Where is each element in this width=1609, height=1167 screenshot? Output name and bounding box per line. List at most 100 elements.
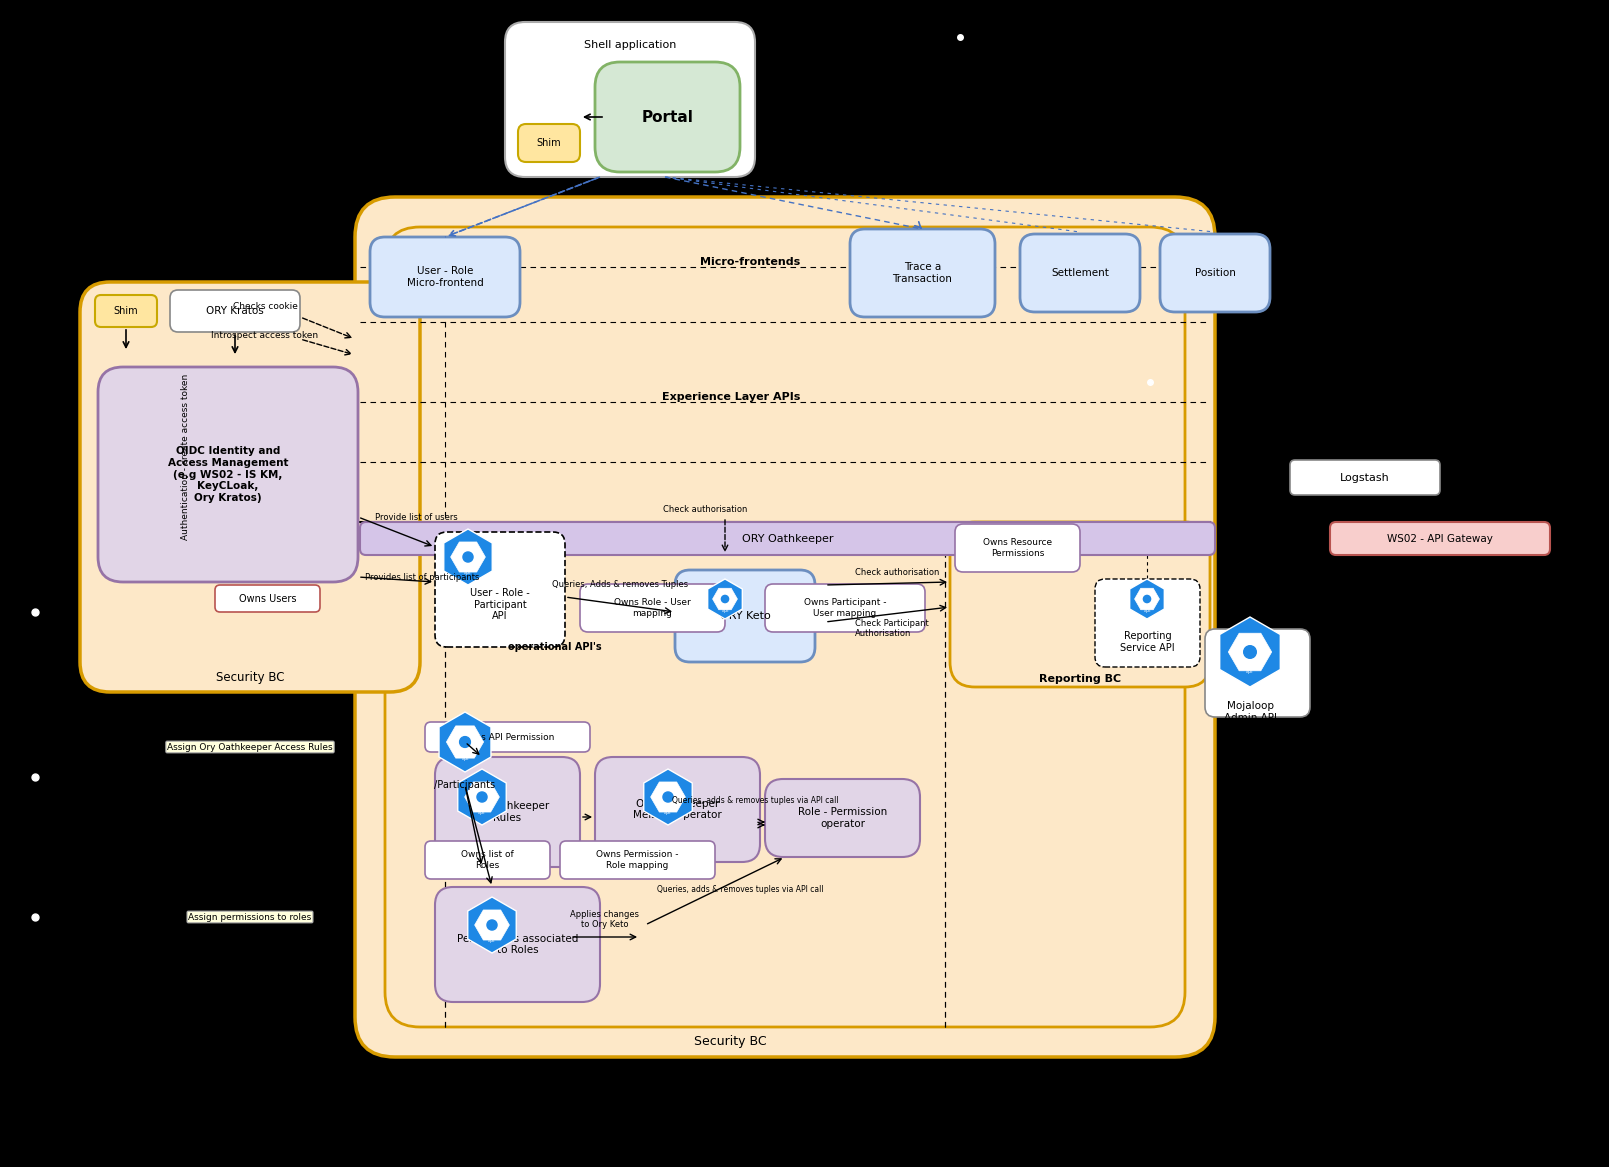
Text: Shim: Shim bbox=[537, 138, 562, 148]
Text: Portal: Portal bbox=[642, 110, 693, 125]
FancyBboxPatch shape bbox=[764, 584, 925, 633]
Text: Reporting BC: Reporting BC bbox=[1039, 675, 1121, 684]
FancyBboxPatch shape bbox=[764, 780, 920, 857]
FancyBboxPatch shape bbox=[356, 197, 1215, 1057]
Text: Applies changes
to Ory Keto: Applies changes to Ory Keto bbox=[571, 909, 639, 929]
FancyBboxPatch shape bbox=[505, 22, 755, 177]
FancyBboxPatch shape bbox=[95, 295, 158, 327]
Text: Owns list of
Roles: Owns list of Roles bbox=[462, 851, 513, 869]
Circle shape bbox=[476, 792, 488, 802]
Text: Provides list of participants: Provides list of participants bbox=[365, 573, 479, 582]
Text: Logstash: Logstash bbox=[1340, 473, 1390, 482]
FancyBboxPatch shape bbox=[425, 841, 550, 879]
Polygon shape bbox=[644, 769, 692, 825]
Polygon shape bbox=[1134, 588, 1160, 609]
Polygon shape bbox=[468, 897, 516, 953]
Text: api: api bbox=[462, 756, 468, 761]
Polygon shape bbox=[1220, 617, 1281, 687]
Polygon shape bbox=[446, 726, 484, 759]
Text: Check Participant
Authorisation: Check Participant Authorisation bbox=[854, 619, 928, 638]
FancyBboxPatch shape bbox=[1290, 460, 1440, 495]
FancyBboxPatch shape bbox=[434, 887, 600, 1002]
Circle shape bbox=[463, 552, 473, 562]
FancyBboxPatch shape bbox=[425, 722, 591, 752]
Text: api: api bbox=[465, 569, 471, 575]
Polygon shape bbox=[465, 782, 499, 812]
Text: WS02 - API Gateway: WS02 - API Gateway bbox=[1387, 533, 1493, 544]
FancyBboxPatch shape bbox=[1020, 235, 1141, 312]
Text: Queries, Adds & removes Tuples: Queries, Adds & removes Tuples bbox=[552, 580, 689, 589]
Text: api: api bbox=[1247, 669, 1253, 673]
FancyBboxPatch shape bbox=[595, 757, 759, 862]
FancyBboxPatch shape bbox=[434, 532, 565, 647]
Text: User - Role
Micro-frontend: User - Role Micro-frontend bbox=[407, 266, 483, 288]
FancyBboxPatch shape bbox=[1331, 522, 1549, 555]
Text: Settlement: Settlement bbox=[1051, 268, 1109, 278]
FancyBboxPatch shape bbox=[98, 366, 357, 582]
Text: Checks cookie: Checks cookie bbox=[233, 302, 298, 310]
Polygon shape bbox=[1228, 634, 1271, 671]
Text: api: api bbox=[1144, 608, 1150, 613]
FancyBboxPatch shape bbox=[434, 757, 579, 867]
Polygon shape bbox=[650, 782, 685, 812]
Text: Security BC: Security BC bbox=[693, 1035, 766, 1048]
Text: Role - Permission
operator: Role - Permission operator bbox=[798, 808, 887, 829]
FancyBboxPatch shape bbox=[360, 522, 1215, 555]
Text: Assign Ory Oathkeeper Access Rules: Assign Ory Oathkeeper Access Rules bbox=[167, 742, 333, 752]
Circle shape bbox=[721, 595, 729, 602]
Text: api: api bbox=[488, 938, 496, 943]
Text: api: api bbox=[478, 810, 486, 815]
Text: Ory Oathkeeper
Meister Operator: Ory Oathkeeper Meister Operator bbox=[632, 798, 722, 820]
Text: Owns Resource
Permissions: Owns Resource Permissions bbox=[983, 538, 1052, 558]
FancyBboxPatch shape bbox=[676, 569, 816, 662]
Polygon shape bbox=[713, 588, 737, 609]
Text: Owns Role - User
mapping: Owns Role - User mapping bbox=[615, 599, 690, 617]
Text: User - Role -
Participant
API: User - Role - Participant API bbox=[470, 588, 529, 621]
Polygon shape bbox=[1130, 579, 1165, 619]
Circle shape bbox=[488, 920, 497, 930]
Text: Owns Users: Owns Users bbox=[238, 594, 296, 603]
Text: Check authorisation: Check authorisation bbox=[663, 504, 747, 513]
Text: api: api bbox=[665, 810, 671, 815]
Text: Assign permissions to roles: Assign permissions to roles bbox=[188, 913, 312, 922]
FancyBboxPatch shape bbox=[216, 585, 320, 612]
Text: Provide list of users: Provide list of users bbox=[375, 513, 457, 522]
Polygon shape bbox=[444, 529, 492, 585]
Text: Experience Layer APIs: Experience Layer APIs bbox=[661, 392, 800, 401]
Text: Owns API Permission: Owns API Permission bbox=[460, 733, 553, 741]
Text: api: api bbox=[721, 608, 729, 613]
Text: ORY Keto: ORY Keto bbox=[719, 612, 771, 621]
FancyBboxPatch shape bbox=[850, 229, 994, 317]
Text: Queries, adds & removes tuples via API call: Queries, adds & removes tuples via API c… bbox=[656, 885, 824, 894]
Text: Reporting
Service API: Reporting Service API bbox=[1120, 631, 1175, 652]
Text: Shim: Shim bbox=[114, 306, 138, 316]
Text: Ory Oathkeeper
Rules: Ory Oathkeeper Rules bbox=[467, 802, 549, 823]
Text: ORY Oathkeeper: ORY Oathkeeper bbox=[742, 533, 833, 544]
FancyBboxPatch shape bbox=[595, 62, 740, 172]
Polygon shape bbox=[451, 541, 486, 572]
Text: Shell application: Shell application bbox=[584, 40, 676, 50]
Text: Security BC: Security BC bbox=[216, 671, 285, 684]
Text: OIDC Identity and
Access Management
(e.g WS02 - IS KM,
KeyCLoak,
Ory Kratos): OIDC Identity and Access Management (e.g… bbox=[167, 446, 288, 503]
Polygon shape bbox=[439, 712, 491, 773]
Text: ORY Kratos: ORY Kratos bbox=[206, 306, 264, 316]
Text: Trace a
Transaction: Trace a Transaction bbox=[893, 263, 953, 284]
Text: /Participants: /Participants bbox=[434, 780, 496, 790]
Text: Introspect access token: Introspect access token bbox=[211, 331, 319, 340]
FancyBboxPatch shape bbox=[560, 841, 714, 879]
FancyBboxPatch shape bbox=[956, 524, 1080, 572]
Text: Position: Position bbox=[1194, 268, 1236, 278]
Circle shape bbox=[1144, 595, 1150, 602]
Text: Check authorisation: Check authorisation bbox=[854, 568, 940, 576]
Polygon shape bbox=[457, 769, 507, 825]
Text: Permissions associated
to Roles: Permissions associated to Roles bbox=[457, 934, 578, 956]
Text: Mojaloop
Admin API: Mojaloop Admin API bbox=[1223, 701, 1276, 722]
FancyBboxPatch shape bbox=[1205, 629, 1310, 717]
FancyBboxPatch shape bbox=[518, 124, 579, 162]
FancyBboxPatch shape bbox=[171, 291, 299, 331]
Text: Queries, adds & removes tuples via API call: Queries, adds & removes tuples via API c… bbox=[671, 796, 838, 805]
FancyBboxPatch shape bbox=[80, 282, 420, 692]
Circle shape bbox=[1244, 645, 1257, 658]
FancyBboxPatch shape bbox=[385, 228, 1184, 1027]
Polygon shape bbox=[708, 579, 742, 619]
